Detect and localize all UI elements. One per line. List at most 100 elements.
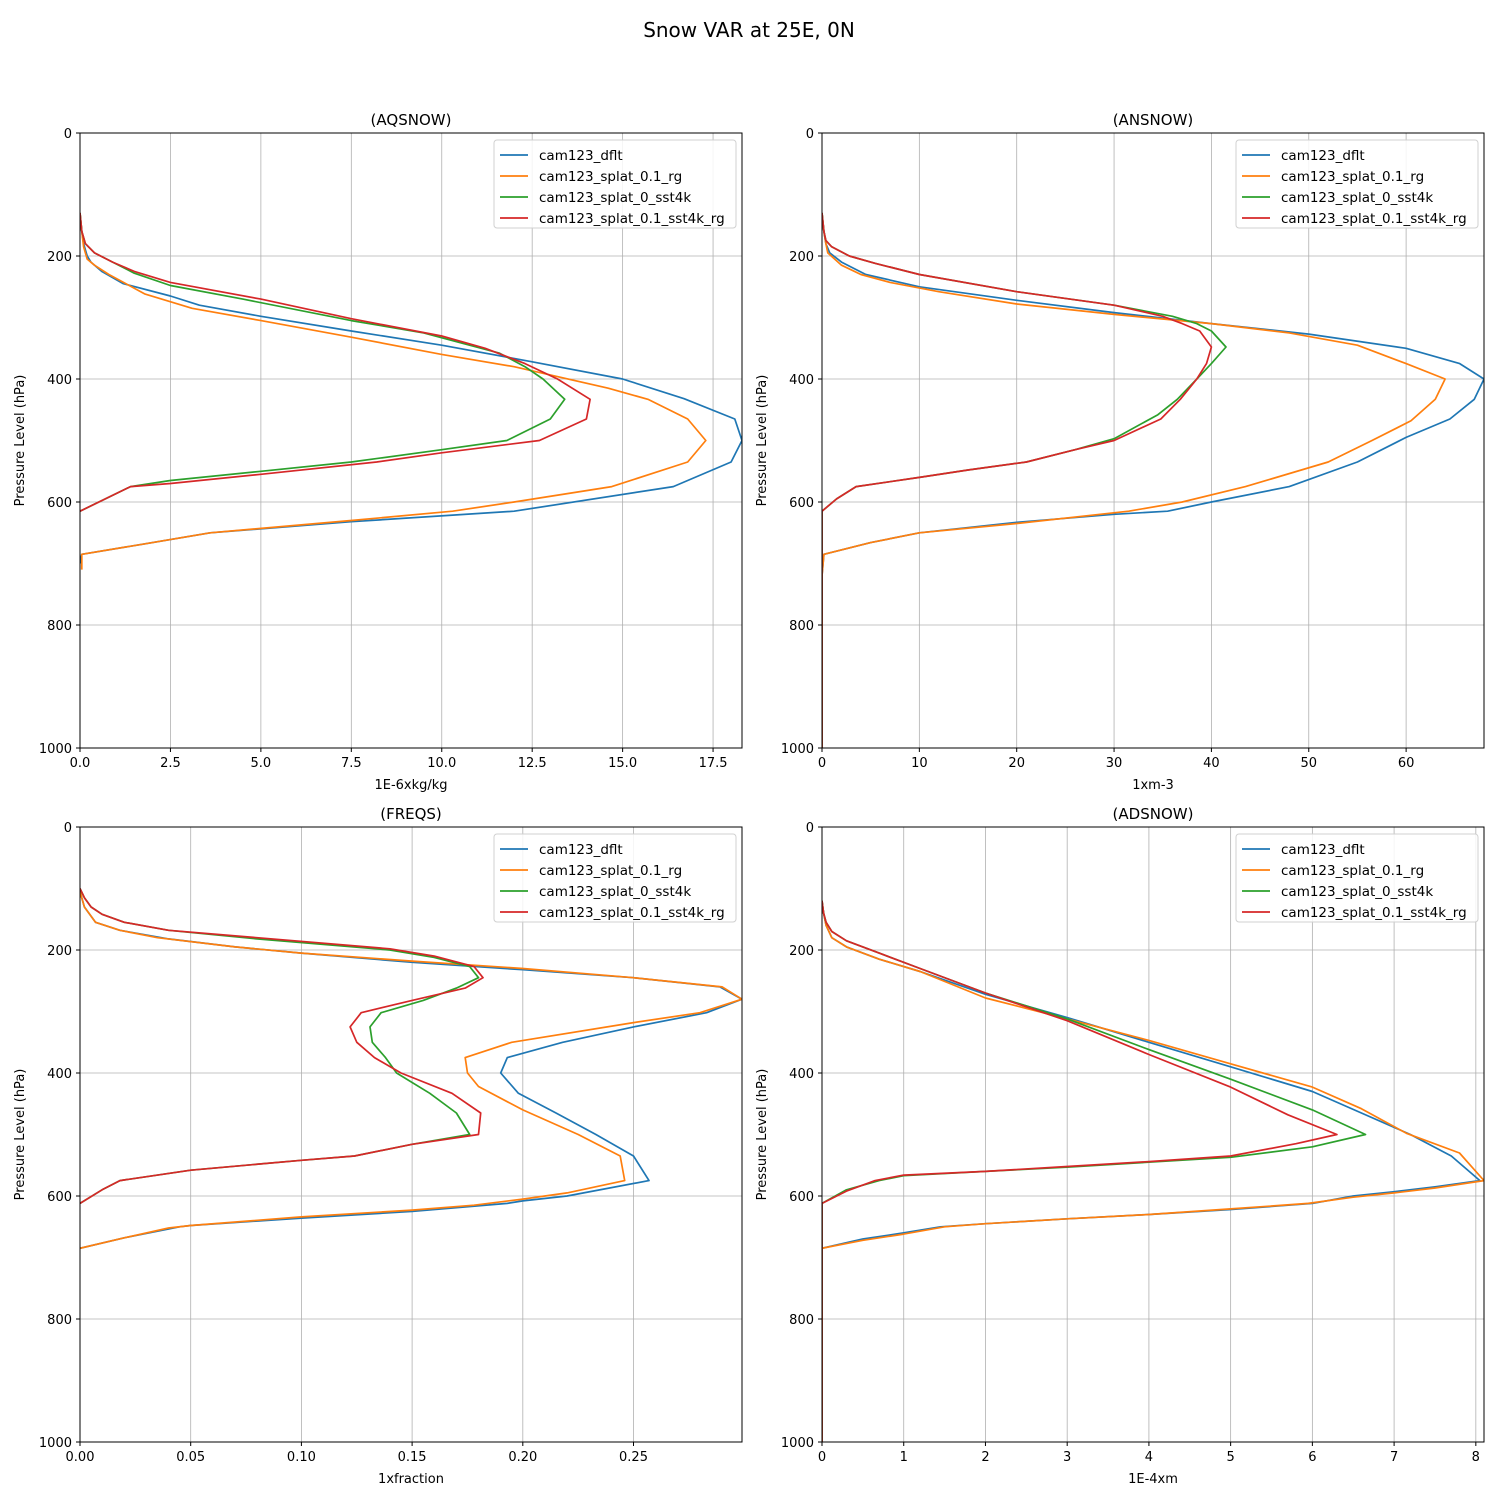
axes-frame bbox=[79, 132, 743, 749]
x-tick-label: 0.20 bbox=[508, 1450, 537, 1465]
x-tick-label: 15.0 bbox=[608, 756, 637, 771]
y-axis-label: Pressure Level (hPa) bbox=[755, 1069, 770, 1201]
legend-box bbox=[1235, 833, 1479, 923]
y-axis-label: Pressure Level (hPa) bbox=[13, 1069, 28, 1201]
series-line-cam123_splat_0_sst4k bbox=[80, 888, 480, 1205]
legend-label: cam123_splat_0_sst4k bbox=[539, 884, 691, 900]
x-axis-label: 1xm-3 bbox=[1132, 778, 1174, 793]
y-tick-label: 0 bbox=[64, 127, 72, 142]
x-tick-label: 10 bbox=[911, 756, 928, 771]
x-axis-label: 1E-6xkg/kg bbox=[374, 778, 447, 793]
series-line-cam123_splat_0.1_sst4k_rg bbox=[80, 888, 484, 1205]
x-tick-label: 0.05 bbox=[176, 1450, 205, 1465]
series-line-cam123_splat_0.1_sst4k_rg bbox=[822, 212, 1213, 748]
legend-label: cam123_dflt bbox=[1281, 148, 1365, 164]
legend-label: cam123_dflt bbox=[1281, 842, 1365, 858]
legend-box bbox=[493, 833, 737, 923]
x-tick-label: 0.15 bbox=[398, 1450, 427, 1465]
y-tick-label: 1000 bbox=[781, 1436, 814, 1451]
y-tick-label: 1000 bbox=[39, 1436, 72, 1451]
x-tick-label: 7.5 bbox=[341, 756, 362, 771]
series-line-cam123_splat_0.1_sst4k_rg bbox=[80, 212, 591, 512]
chart-panel-4: 0 1 2 3 4 5 6 7 8 0 200 400 600 800 1000 (ADSNOW) 1E-4xm… bbox=[755, 805, 1485, 1487]
axes-frame bbox=[79, 826, 743, 1443]
x-tick-label: 50 bbox=[1300, 756, 1317, 771]
y-tick-label: 600 bbox=[47, 1190, 72, 1205]
y-tick-label: 1000 bbox=[39, 742, 72, 757]
x-tick-label: 0.0 bbox=[70, 756, 91, 771]
legend: cam123_dflt cam123_splat_0.1_rg cam123_spl… bbox=[1235, 139, 1479, 229]
x-tick-label: 0.25 bbox=[619, 1450, 648, 1465]
y-tick-label: 1000 bbox=[781, 742, 814, 757]
y-tick-label: 800 bbox=[47, 619, 72, 634]
legend-label: cam123_splat_0_sst4k bbox=[1281, 884, 1433, 900]
chart-panel-2: 0 10 20 30 40 50 6002004006008001000(ANSNOW)1x… bbox=[755, 111, 1485, 793]
x-tick-label: 4 bbox=[1145, 1450, 1153, 1465]
x-tick-label: 40 bbox=[1203, 756, 1220, 771]
y-tick-label: 800 bbox=[789, 619, 814, 634]
x-tick-label: 1 bbox=[900, 1450, 908, 1465]
legend: cam123_dflt cam123_splat_0.1_rg cam123_spl… bbox=[1235, 833, 1479, 923]
y-tick-label: 400 bbox=[47, 373, 72, 388]
chart-title: (ANSNOW) bbox=[1113, 111, 1194, 129]
legend-label: cam123_splat_0.1_sst4k_rg bbox=[1281, 905, 1467, 921]
legend: cam123_dflt cam123_splat_0.1_rg cam123_spl… bbox=[493, 139, 737, 229]
axes-frame bbox=[821, 132, 1485, 749]
x-tick-label: 60 bbox=[1398, 756, 1415, 771]
y-tick-label: 200 bbox=[789, 250, 814, 265]
x-tick-label: 12.5 bbox=[518, 756, 547, 771]
x-axis-label: 1xfraction bbox=[378, 1472, 444, 1487]
y-axis-label: Pressure Level (hPa) bbox=[755, 375, 770, 507]
x-tick-label: 7 bbox=[1390, 1450, 1398, 1465]
legend-label: cam123_splat_0.1_rg bbox=[539, 863, 682, 879]
legend-label: cam123_dflt bbox=[539, 842, 623, 858]
series-line-cam123_splat_0.1_rg bbox=[80, 212, 707, 570]
legend-label: cam123_splat_0.1_sst4k_rg bbox=[539, 905, 725, 921]
legend-label: cam123_splat_0.1_sst4k_rg bbox=[539, 211, 725, 227]
x-tick-label: 0 bbox=[818, 756, 826, 771]
x-tick-label: 0.10 bbox=[287, 1450, 316, 1465]
x-tick-label: 2.5 bbox=[160, 756, 181, 771]
y-tick-label: 0 bbox=[64, 821, 72, 836]
chart-panel-3: 0.00 0.05 0.10 0.15 0.20 0.25 0 200 400 600 800 100… bbox=[13, 805, 743, 1487]
y-tick-label: 600 bbox=[789, 1190, 814, 1205]
legend-label: cam123_splat_0.1_rg bbox=[539, 169, 682, 185]
x-tick-label: 30 bbox=[1106, 756, 1123, 771]
chart-title: (FREQS) bbox=[380, 805, 442, 823]
x-tick-label: 5.0 bbox=[251, 756, 272, 771]
legend-label: cam123_splat_0_sst4k bbox=[1281, 190, 1433, 206]
x-tick-label: 3 bbox=[1063, 1450, 1071, 1465]
chart-title: (ADSNOW) bbox=[1113, 805, 1194, 823]
y-tick-label: 800 bbox=[789, 1313, 814, 1328]
series-line-cam123_splat_0.1_rg bbox=[822, 212, 1446, 748]
y-axis-label: Pressure Level (hPa) bbox=[13, 375, 28, 507]
y-tick-label: 400 bbox=[47, 1067, 72, 1082]
y-tick-label: 200 bbox=[47, 944, 72, 959]
x-tick-label: 8 bbox=[1472, 1450, 1480, 1465]
series-line-cam123_dflt bbox=[80, 212, 742, 564]
series-line-cam123_splat_0.1_rg bbox=[822, 900, 1484, 1442]
y-tick-label: 400 bbox=[789, 1067, 814, 1082]
x-tick-label: 6 bbox=[1308, 1450, 1316, 1465]
figure-title: Snow VAR at 25E, 0N bbox=[643, 18, 855, 42]
y-tick-label: 400 bbox=[789, 373, 814, 388]
y-tick-label: 0 bbox=[806, 821, 814, 836]
y-tick-label: 0 bbox=[806, 127, 814, 142]
x-tick-label: 10.0 bbox=[427, 756, 456, 771]
legend-label: cam123_splat_0.1_rg bbox=[1281, 863, 1424, 879]
legend-box bbox=[1235, 139, 1479, 229]
series-line-cam123_dflt bbox=[822, 212, 1484, 748]
legend-label: cam123_splat_0_sst4k bbox=[539, 190, 691, 206]
legend: cam123_dflt cam123_splat_0.1_rg cam123_spl… bbox=[493, 833, 737, 923]
axes-frame bbox=[821, 826, 1485, 1443]
y-tick-label: 800 bbox=[47, 1313, 72, 1328]
x-axis-label: 1E-4xm bbox=[1128, 1472, 1178, 1487]
series-line-cam123_splat_0.1_sst4k_rg bbox=[822, 900, 1338, 1442]
x-tick-label: 17.5 bbox=[699, 756, 728, 771]
y-tick-label: 200 bbox=[47, 250, 72, 265]
legend-box bbox=[493, 139, 737, 229]
panels: 0.0 2.5 5.0 7.5 10.0 12.5 15.0 17.5020040060080… bbox=[13, 111, 1485, 1487]
x-tick-label: 2 bbox=[981, 1450, 989, 1465]
y-tick-label: 200 bbox=[789, 944, 814, 959]
